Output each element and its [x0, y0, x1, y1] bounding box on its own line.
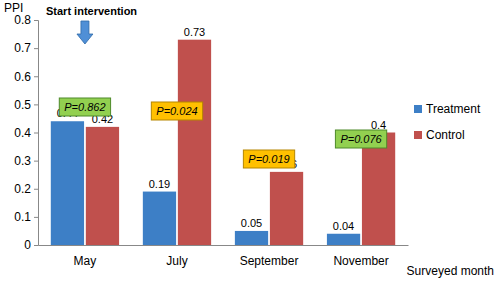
y-tick: 0: [24, 238, 38, 252]
y-tick: 0.5: [14, 98, 38, 112]
p-value-box: P=0.076: [335, 130, 386, 148]
y-tick-mark: [34, 161, 38, 162]
y-tick-mark: [34, 133, 38, 134]
legend-label: Treatment: [426, 102, 481, 116]
bar: [362, 133, 395, 246]
y-tick-mark: [34, 189, 38, 190]
annotation-title: Start intervention: [46, 5, 137, 17]
y-tick-label: 0.2: [14, 182, 31, 196]
data-label: 0.73: [184, 26, 205, 38]
legend-swatch: [414, 105, 422, 113]
y-axis-title: PPI: [4, 1, 23, 15]
p-value-background: [59, 98, 110, 116]
x-tick: September: [240, 245, 299, 268]
bar: [143, 192, 176, 245]
x-axis-line: [39, 245, 409, 246]
y-tick-label: 0.6: [14, 70, 31, 84]
y-tick-label: 0.8: [14, 13, 31, 27]
bar: [178, 40, 211, 245]
y-tick-label: 0.1: [14, 210, 31, 224]
p-value-label: P=0.019: [248, 153, 289, 165]
y-tick: 0.6: [14, 70, 38, 84]
legend-item: Control: [414, 128, 465, 142]
p-value-background: [335, 130, 386, 148]
legend-item: Treatment: [414, 102, 481, 116]
p-value-box: P=0.024: [151, 102, 202, 120]
data-label: 0.04: [333, 220, 354, 232]
y-tick: 0.3: [14, 154, 38, 168]
x-tick-label: July: [166, 254, 187, 268]
x-tick: May: [74, 245, 97, 268]
p-value-box: P=0.862: [59, 98, 110, 116]
legend: Treatment Control: [414, 102, 481, 142]
p-value-background: [151, 102, 202, 120]
y-tick: 0.2: [14, 182, 38, 196]
x-tick-label: May: [74, 254, 97, 268]
y-tick-mark: [34, 48, 38, 49]
annotation-arrow: [77, 21, 93, 44]
bar: [270, 172, 303, 245]
bar: [327, 234, 360, 245]
chart: 0 0.1 0.2 0.3 0.4 0.5 0.6 0.7 0.8 May July Septembe…: [0, 0, 500, 284]
y-tick-mark: [34, 104, 38, 105]
y-axis: 0 0.1 0.2 0.3 0.4 0.5 0.6 0.7 0.8: [14, 13, 38, 252]
y-tick-mark: [34, 76, 38, 77]
p-value-background: [243, 150, 294, 168]
bars: [51, 40, 395, 245]
x-tick-label: November: [333, 254, 388, 268]
x-axis-title: Surveyed month: [407, 264, 494, 278]
data-label: 0.19: [149, 178, 170, 190]
y-tick: 0.8: [14, 13, 38, 27]
y-tick-mark: [34, 245, 38, 246]
x-tick: November: [333, 245, 388, 268]
y-tick: 0.4: [14, 126, 38, 140]
y-tick-label: 0.5: [14, 98, 31, 112]
x-tick-label: September: [240, 254, 299, 268]
plot: 0 0.1 0.2 0.3 0.4 0.5 0.6 0.7 0.8 May July Septembe…: [14, 13, 408, 267]
y-tick-label: 0: [24, 238, 31, 252]
y-tick: 0.7: [14, 41, 38, 55]
bar: [86, 127, 119, 245]
y-tick-mark: [34, 20, 38, 21]
data-label: 0.05: [241, 217, 262, 229]
x-axis: May July September November: [39, 245, 409, 268]
p-value-label: P=0.862: [64, 101, 105, 113]
data-labels: 0.440.190.050.040.420.730.260.4: [57, 26, 386, 232]
annotations: Start intervention P=0.862 P=0.024 P=0.019 P…: [46, 5, 387, 168]
y-tick-label: 0.7: [14, 41, 31, 55]
y-tick-mark: [34, 217, 38, 218]
y-tick-label: 0.3: [14, 154, 31, 168]
data-label: 0.4: [371, 119, 386, 131]
x-tick: July: [166, 245, 187, 268]
p-value-label: P=0.076: [340, 133, 382, 145]
p-value-box: P=0.019: [243, 150, 294, 168]
y-axis-line: [34, 21, 39, 246]
bar: [51, 121, 84, 245]
y-tick-label: 0.4: [14, 126, 31, 140]
legend-label: Control: [426, 128, 465, 142]
legend-swatch: [414, 131, 422, 139]
bar: [235, 231, 268, 245]
y-tick: 0.1: [14, 210, 38, 224]
p-value-label: P=0.024: [156, 105, 197, 117]
